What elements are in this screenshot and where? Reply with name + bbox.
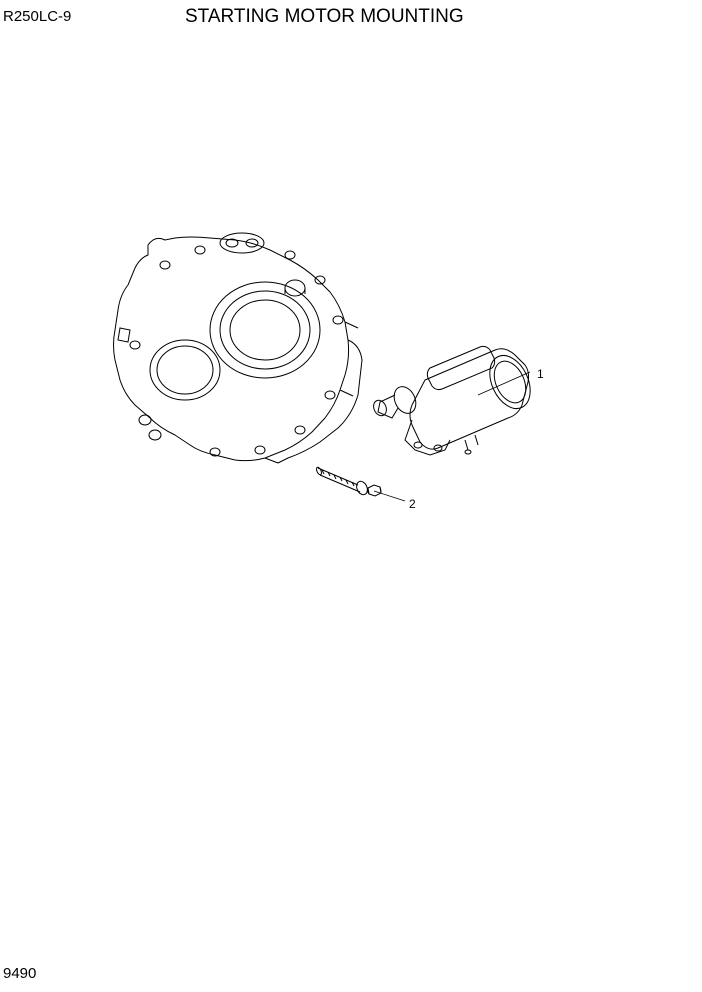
- callout-label-1: 1: [537, 367, 544, 381]
- callout-label-2: 2: [409, 497, 416, 511]
- starting-motor-part: [371, 346, 538, 455]
- housing-part: [114, 233, 363, 463]
- callout-lines: [374, 372, 530, 501]
- bolt-part: [315, 467, 381, 497]
- parts-diagram: [0, 0, 702, 992]
